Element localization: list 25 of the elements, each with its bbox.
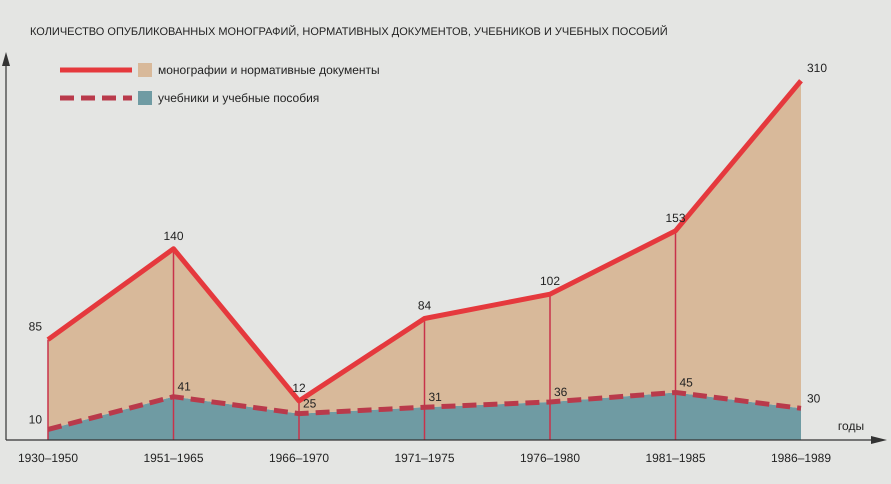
data-label: 10 <box>28 412 42 426</box>
x-tick-label: 1930–1950 <box>18 451 78 465</box>
data-label: 41 <box>178 380 192 394</box>
data-label: 102 <box>540 274 560 288</box>
x-tick-label: 1981–1985 <box>645 451 706 465</box>
data-label: 85 <box>28 320 42 334</box>
x-tick-label: 1986–1989 <box>770 451 832 465</box>
data-label: 30 <box>807 391 821 406</box>
x-tick-label: 1951–1965 <box>143 451 204 465</box>
legend-label: монографии и нормативные документы <box>158 63 380 77</box>
data-label: 140 <box>163 228 184 243</box>
data-label: 12 <box>292 380 306 395</box>
data-label: 25 <box>303 396 317 411</box>
data-label: 45 <box>680 375 694 390</box>
data-label: 36 <box>554 384 568 399</box>
data-label: 153 <box>665 210 686 225</box>
x-tick-label: 1976–1980 <box>520 451 580 465</box>
data-label: 31 <box>428 390 442 404</box>
x-tick-label: 1966–1970 <box>268 451 330 465</box>
legend-label: учебники и учебные пособия <box>158 91 320 105</box>
x-tick-label: 1971–1975 <box>394 451 455 465</box>
data-label: 84 <box>418 298 432 312</box>
data-label: 310 <box>807 60 828 75</box>
chart-title: КОЛИЧЕСТВО ОПУБЛИКОВАННЫХ МОНОГРАФИЙ, НОРМАТИВНЫХ ДОКУМЕНТОВ, УЧЕБНИКОВ И УЧЕБНЫХ ПОСОБИЙ <box>30 25 668 38</box>
x-axis-title: годы <box>838 419 864 433</box>
